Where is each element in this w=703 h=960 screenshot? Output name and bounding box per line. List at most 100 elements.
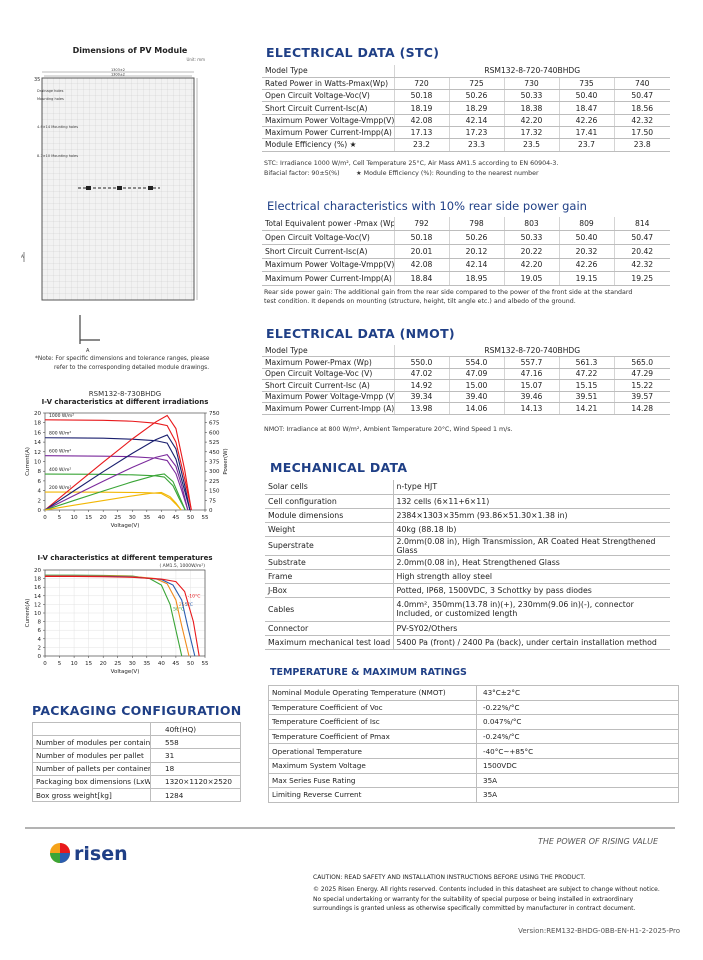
value-cell: 565.0 xyxy=(613,356,670,369)
y2-tick-label: 750 xyxy=(209,411,220,417)
section-title: TEMPERATURE & MAXIMUM RATINGS xyxy=(270,667,467,678)
value-cell: 554.0 xyxy=(448,356,504,369)
table-row: Box gross weight[kg] 1284 xyxy=(32,787,241,803)
table-row: Open Circuit Voltage-Voc(V) 50.18 50.26 50.… xyxy=(262,89,670,103)
label-cell: Substrate xyxy=(265,555,393,570)
x-tick-label: 55 xyxy=(202,515,209,521)
label-cell: Module dimensions xyxy=(265,508,393,523)
section-label: A xyxy=(86,348,90,354)
section-label: A xyxy=(21,254,24,259)
label-cell: Module Efficiency (%) ★ xyxy=(262,138,394,152)
value-cell: 720 xyxy=(393,77,449,91)
value-cell: 50.18 xyxy=(393,89,449,103)
table-note: Bifacial factor: 90±5(%) xyxy=(264,170,340,177)
label-cell: Open Circuit Voltage-Voc(V) xyxy=(262,89,394,103)
label-cell: Short Circuit Current-Isc(A) xyxy=(262,244,394,259)
brand-name: risen xyxy=(74,843,128,865)
frame-profile xyxy=(79,315,100,344)
y-tick-label: 2 xyxy=(38,498,42,504)
label-cell: Short Circuit Current-Isc (A) xyxy=(262,379,394,392)
value-cell: 19.05 xyxy=(503,271,559,286)
value-cell: 17.41 xyxy=(558,126,614,140)
x-tick-label: 30 xyxy=(129,515,136,521)
x-tick-label: 45 xyxy=(172,515,179,521)
label-cell: Operational Temperature xyxy=(268,743,477,759)
value-cell: 730 xyxy=(503,77,559,91)
x-tick-label: 5 xyxy=(58,515,62,521)
value-cell: 14.28 xyxy=(613,402,670,415)
value-cell: 132 cells (6×11+6×11) xyxy=(392,494,670,509)
series-line xyxy=(45,575,200,657)
y2-tick-label: 75 xyxy=(209,498,216,504)
value-cell: 50.47 xyxy=(613,89,670,103)
header-cell: RSM132-8-720-740BHDG xyxy=(393,345,670,357)
value-cell: 50.26 xyxy=(448,89,504,103)
value-cell: 20.01 xyxy=(393,244,449,259)
y2-tick-label: 225 xyxy=(209,479,220,485)
value-cell: 39.46 xyxy=(503,391,559,403)
legal-line: © 2025 Risen Energy. All rights reserved… xyxy=(313,886,660,893)
series-line xyxy=(44,434,191,511)
x-tick-label: 50 xyxy=(187,661,194,667)
value-cell: 23.8 xyxy=(613,138,670,152)
value-cell: 42.20 xyxy=(503,258,559,273)
value-cell: 14.21 xyxy=(558,402,614,415)
table-row: Maximum System Voltage 1500VDC xyxy=(268,757,679,774)
y-tick-label: 14 xyxy=(34,440,41,446)
table-row: Substrate 2.0mm(0.08 in), Heat Strengthen… xyxy=(265,555,670,570)
series-line xyxy=(44,491,182,511)
table-row: Short Circuit Current-Isc(A) 20.01 20.12 20… xyxy=(262,244,670,259)
header-cell: Model Type xyxy=(262,345,394,357)
y-tick-label: 8 xyxy=(38,469,42,475)
value-cell: 1284 xyxy=(150,787,241,803)
hole-label: 4-9×14 Mounting holes xyxy=(37,125,78,129)
table-row: J-Box Potted, IP68, 1500VDC, 3 Schottky b… xyxy=(265,583,670,598)
value-cell: 14.06 xyxy=(448,402,504,415)
table-row: Packaging box dimensions (LxWxH) in mm13… xyxy=(32,774,241,789)
table-row: Connector PV-SY02/Others xyxy=(265,621,670,636)
table-note: NMOT: Irradiance at 800 W/m², Ambient Te… xyxy=(264,426,513,433)
label-cell: J-Box xyxy=(265,583,393,598)
table-row: Temperature Coefficient of Voc -0.22%/°C xyxy=(268,699,679,716)
value-cell: 725 xyxy=(448,77,504,91)
label-cell: Temperature Coefficient of Voc xyxy=(268,699,477,716)
value-cell: -0.22%/°C xyxy=(476,699,679,716)
value-cell: 50.40 xyxy=(558,230,614,245)
label-cell: Temperature Coefficient of Isc xyxy=(268,714,477,730)
x-tick-label: 10 xyxy=(71,661,78,667)
table-row: Temperature Coefficient of Isc 0.047%/°C xyxy=(268,714,679,730)
label-cell: Superstrate xyxy=(265,536,393,556)
value-cell: 23.7 xyxy=(558,138,614,152)
value-cell: 20.22 xyxy=(503,244,559,259)
y-tick-label: 16 xyxy=(34,430,41,436)
header-row: 40ft(HQ) xyxy=(32,721,241,737)
label-cell: Weight xyxy=(265,522,393,537)
unit-label: Unit: mm xyxy=(186,57,205,62)
x-tick-label: 0 xyxy=(43,515,47,521)
y2-tick-label: 150 xyxy=(209,489,220,495)
table-row: Number of modules per container 558 xyxy=(32,735,241,750)
y-axis-label: Current(A) xyxy=(25,599,31,628)
x-tick-label: 35 xyxy=(143,661,150,667)
table-row: Maximum mechanical test load 5400 Pa (fro… xyxy=(265,635,670,650)
series-label: 1000 W/m² xyxy=(49,413,74,419)
table-row: Solar cells n-type HJT xyxy=(265,480,670,495)
label-cell: Maximum Power Current-Impp(A) xyxy=(262,271,394,286)
value-cell: 47.29 xyxy=(613,368,670,380)
table-row: Nominal Module Operating Temperature (NM… xyxy=(268,685,679,701)
value-cell: 50.26 xyxy=(448,230,504,245)
series-label: 800 W/m² xyxy=(49,431,71,437)
value-cell: 2384×1303×35mm (93.86×51.30×1.38 in) xyxy=(392,508,670,523)
value-cell: 17.32 xyxy=(503,126,559,140)
section-title: Electrical characteristics with 10% rear… xyxy=(267,199,587,213)
y2-tick-label: 0 xyxy=(209,508,213,514)
table-note: Rear side power gain: The additional gai… xyxy=(264,289,633,296)
value-cell: 19.15 xyxy=(558,271,614,286)
value-cell: 4.0mm², 350mm(13.78 in)(+), 230mm(9.06 i… xyxy=(392,597,670,622)
data-table: Model Type RSM132-8-720-740BHDG Maximum Po… xyxy=(262,345,670,415)
label-cell: Number of pallets per container xyxy=(32,761,151,776)
label-cell: Maximum Power Current-Impp(A) xyxy=(262,126,394,140)
table-row: Total Equivalent power -Pmax (Wp) 792 798 8… xyxy=(262,217,670,232)
table-row: Short Circuit Current-Isc(A) 18.19 18.29 18… xyxy=(262,101,670,115)
